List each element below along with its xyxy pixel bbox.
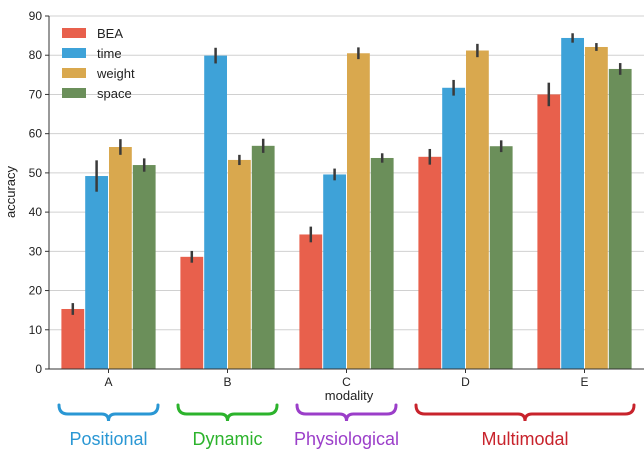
group-label: Multimodal <box>481 429 568 449</box>
group-label: Positional <box>69 429 147 449</box>
x-tick-label: A <box>104 375 112 389</box>
x-axis-label: modality <box>325 388 374 403</box>
group-brace <box>57 403 160 422</box>
bar <box>561 37 584 369</box>
bar <box>180 256 204 369</box>
bar <box>442 87 465 369</box>
bar <box>418 156 442 369</box>
y-tick-label: 80 <box>29 48 43 62</box>
y-tick-label: 60 <box>29 127 43 141</box>
bar <box>228 159 251 369</box>
y-tick-label: 50 <box>29 166 43 180</box>
bar <box>85 176 108 369</box>
legend: BEA time weight space <box>62 26 135 101</box>
bar <box>109 147 132 369</box>
x-tick-label: C <box>342 375 351 389</box>
y-tick-label: 70 <box>29 87 43 101</box>
bar <box>323 174 346 369</box>
group-label: Dynamic <box>192 429 262 449</box>
bar <box>585 46 608 369</box>
x-tick-label: E <box>580 375 588 389</box>
group-brace <box>176 403 279 422</box>
y-axis-label: accuracy <box>3 165 18 218</box>
legend-label: weight <box>96 66 135 81</box>
group-brace <box>414 403 636 422</box>
bar <box>299 234 323 369</box>
legend-label: time <box>97 46 122 61</box>
legend-swatch <box>62 28 86 38</box>
bar <box>132 165 156 369</box>
legend-swatch <box>62 88 86 98</box>
legend-label: BEA <box>97 26 123 41</box>
bar <box>370 157 394 369</box>
bar <box>347 53 370 370</box>
y-tick-label: 20 <box>29 284 43 298</box>
legend-label: space <box>97 86 132 101</box>
bar <box>537 94 561 369</box>
y-tick-label: 10 <box>29 323 43 337</box>
bar <box>489 146 513 369</box>
legend-swatch <box>62 68 86 78</box>
bar <box>608 68 632 369</box>
y-tick-label: 40 <box>29 205 43 219</box>
y-tick-label: 0 <box>35 362 42 376</box>
group-brace <box>295 403 398 422</box>
x-tick-label: B <box>223 375 231 389</box>
modality-groups: Positional Dynamic Physiological Multimodal <box>57 403 636 449</box>
bar <box>466 50 489 369</box>
bar <box>204 55 227 370</box>
axes: 0 10 20 30 40 50 60 70 80 90 A B C D E <box>29 9 644 389</box>
x-tick-label: D <box>461 375 470 389</box>
error-bars <box>71 33 622 315</box>
bar <box>251 145 275 369</box>
y-tick-label: 30 <box>29 244 43 258</box>
bars <box>61 37 632 370</box>
y-tick-label: 90 <box>29 9 43 23</box>
group-label: Physiological <box>294 429 399 449</box>
legend-swatch <box>62 48 86 58</box>
bar <box>61 308 85 369</box>
